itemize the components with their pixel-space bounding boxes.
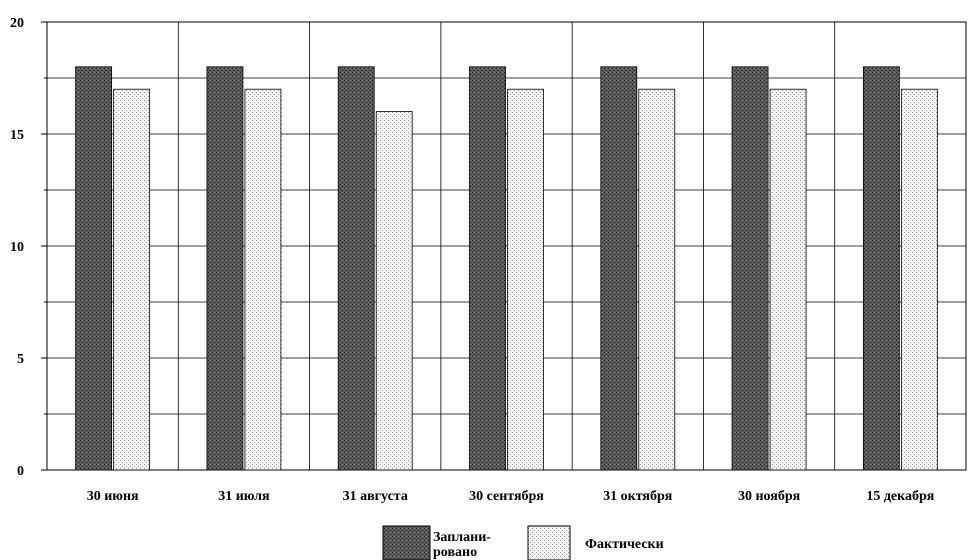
bar-actual	[375, 111, 413, 471]
legend-swatch-planned	[382, 525, 431, 560]
bar-planned	[337, 66, 375, 471]
x-tick-label: 31 августа	[343, 489, 408, 504]
x-tick-label: 31 июля	[218, 489, 270, 504]
x-tick-label: 30 июня	[87, 489, 139, 504]
x-tick-label: 30 ноября	[738, 489, 801, 504]
y-axis: 0 5 10 15 20	[10, 16, 47, 479]
bar-planned	[469, 66, 506, 471]
y-tick-label: 0	[17, 464, 24, 479]
bar-actual	[638, 88, 676, 471]
bar-actual	[244, 88, 282, 471]
legend-label-planned-line1: Заплани-	[433, 530, 491, 545]
y-tick-label: 20	[10, 16, 24, 31]
legend-label-planned-line2: рованo	[433, 545, 477, 560]
bar-actual	[900, 88, 938, 471]
x-tick-label: 31 октября	[603, 489, 673, 504]
bar-actual	[507, 88, 544, 471]
bar-planned	[862, 66, 900, 471]
bar-actual	[113, 88, 151, 471]
legend-label-actual: Фактически	[585, 537, 664, 552]
x-axis: 30 июня 31 июля 31 августа 30 сентября 31 ок…	[87, 489, 935, 504]
legend: Заплани- рованo Фактически	[382, 525, 664, 560]
y-tick-label: 15	[10, 128, 24, 143]
bar-planned	[600, 66, 638, 471]
bars	[75, 66, 938, 471]
y-tick-label: 5	[17, 352, 24, 367]
grid-lines	[46, 21, 967, 471]
bar-planned	[731, 66, 769, 471]
legend-swatch-actual	[527, 525, 571, 560]
bar-planned	[206, 66, 244, 471]
bar-actual	[769, 88, 807, 471]
x-tick-label: 30 сентября	[469, 489, 544, 504]
x-tick-label: 15 декабря	[866, 489, 934, 504]
y-tick-label: 10	[10, 240, 24, 255]
bar-planned	[75, 66, 113, 471]
